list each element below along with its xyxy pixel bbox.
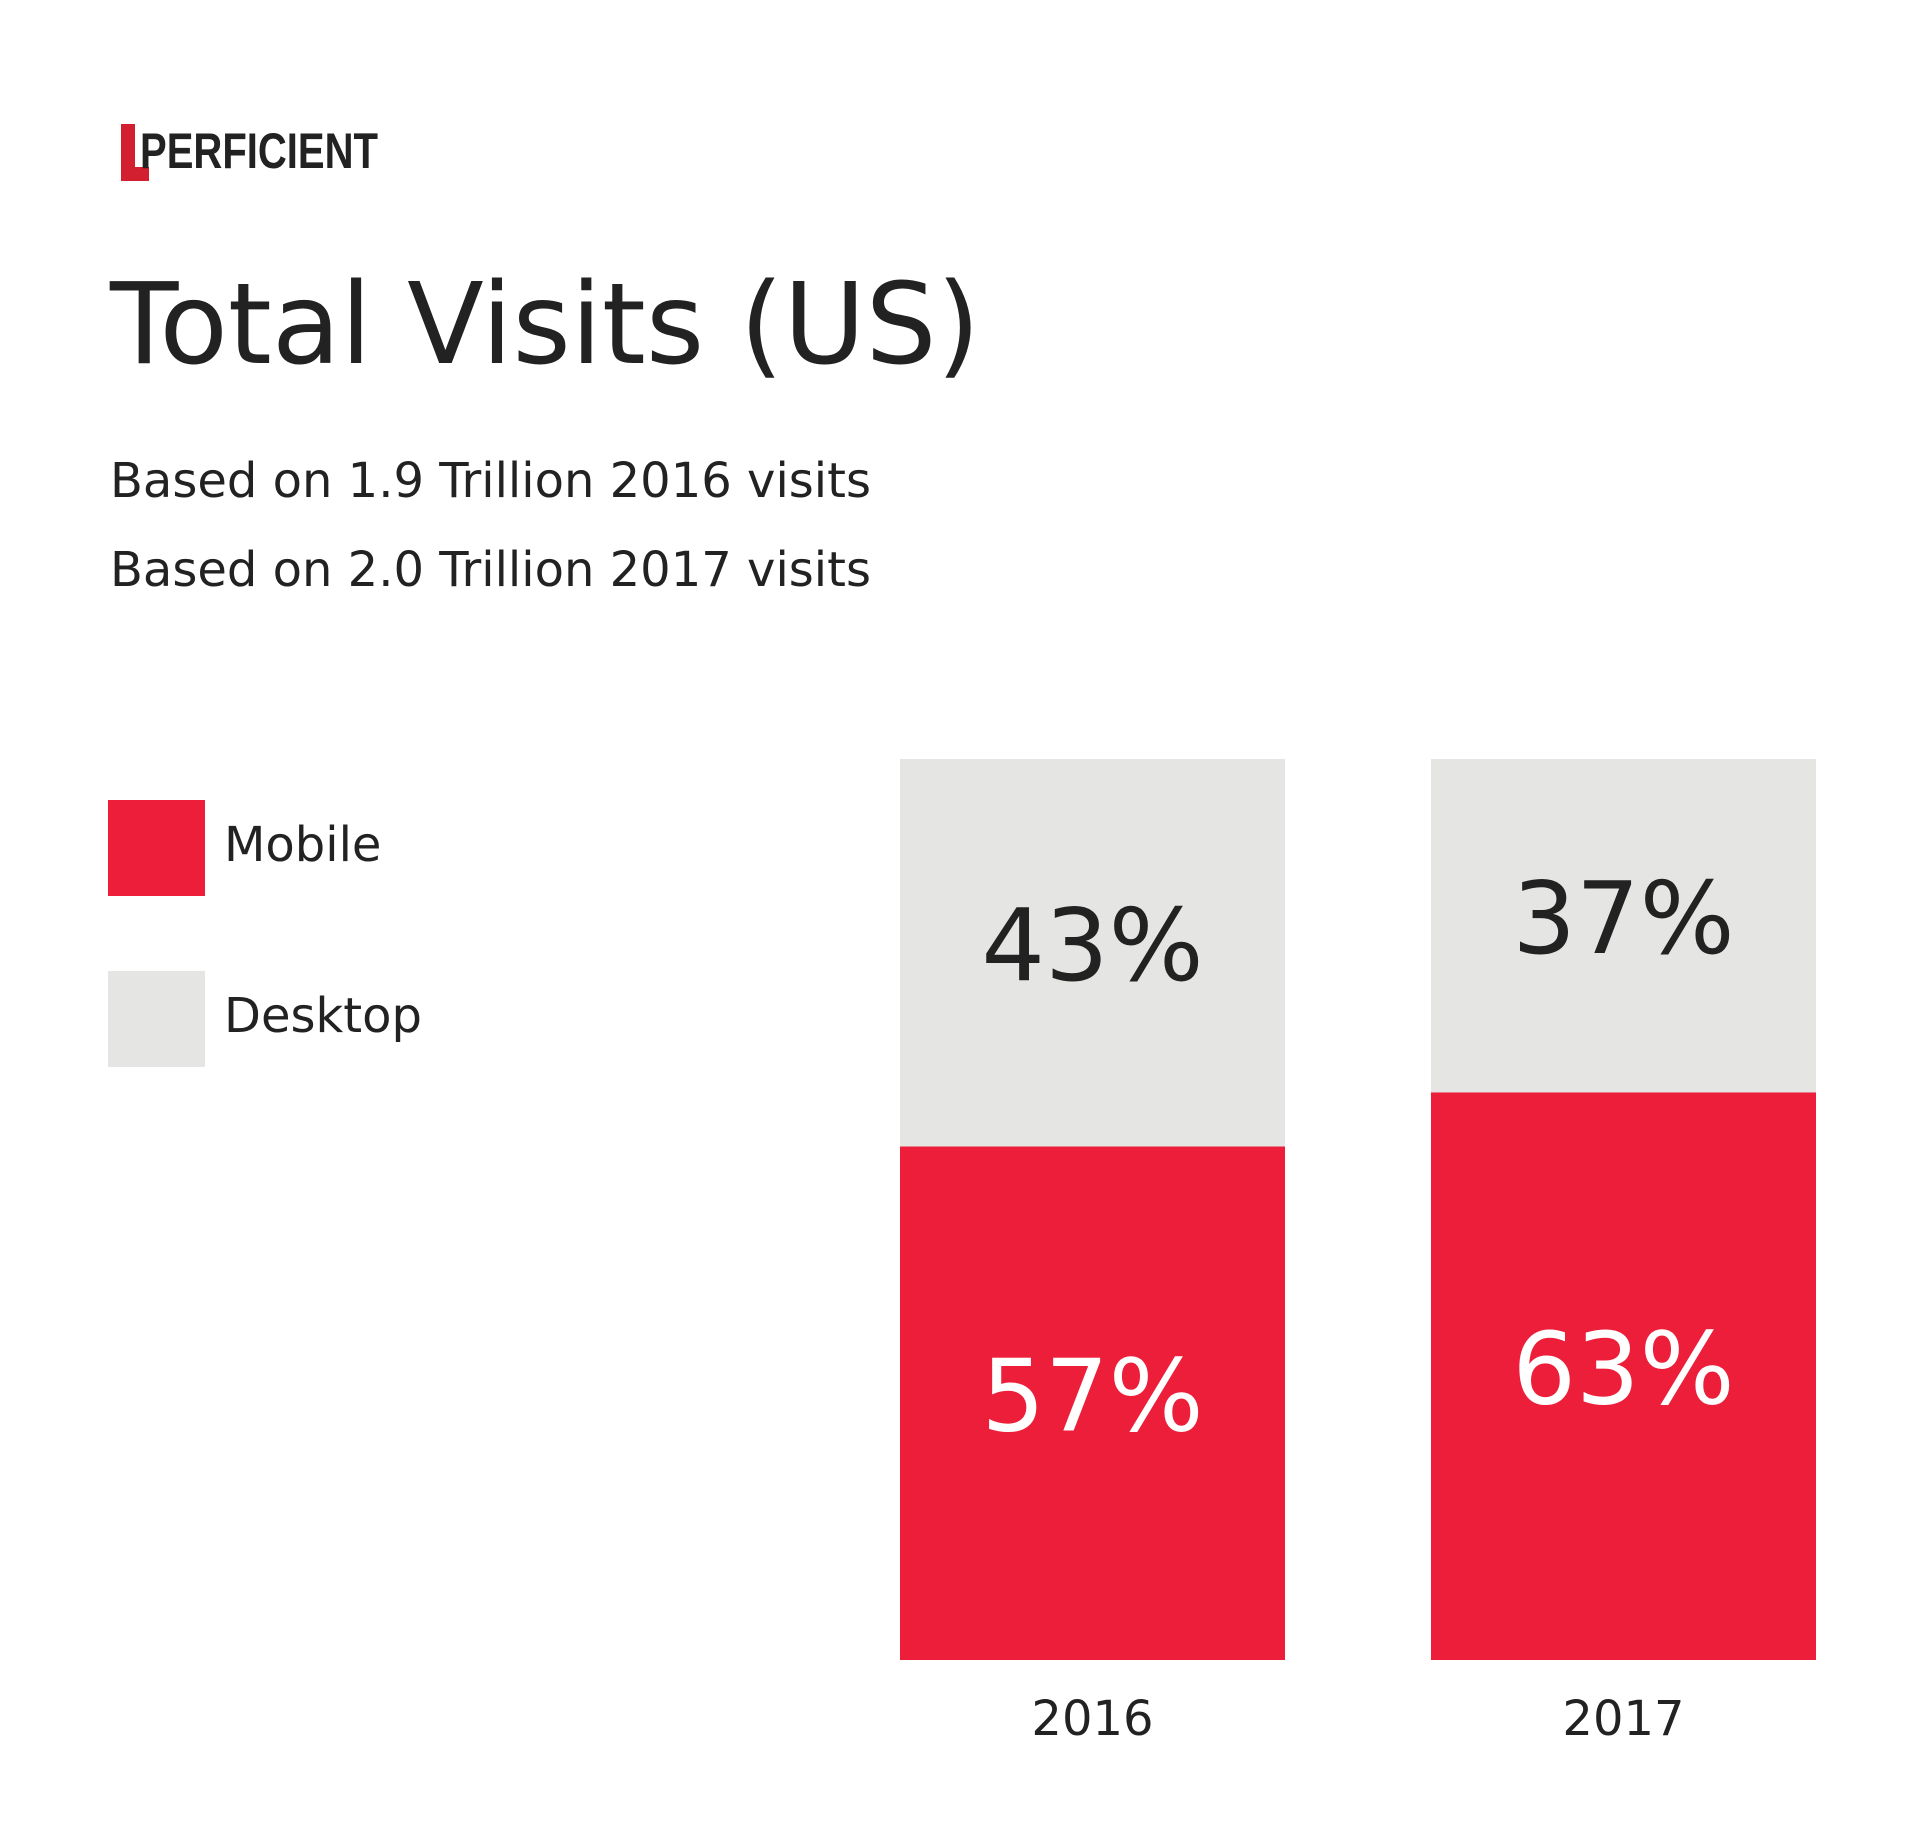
legend-label: Mobile [224, 817, 381, 873]
x-tick-label: 2017 [1562, 1691, 1684, 1747]
logo: PERFICIENT [140, 123, 378, 179]
legend-swatch [108, 971, 205, 1067]
chart-title: Total Visits (US) [109, 260, 980, 390]
subtitle: Based on 1.9 Trillion 2016 visits [110, 453, 871, 509]
bar-segment [900, 759, 1285, 1147]
logo-mark [121, 124, 135, 181]
bar-segment [900, 1146, 1285, 1660]
legend-label: Desktop [224, 988, 422, 1044]
subtitle: Based on 2.0 Trillion 2017 visits [110, 542, 871, 598]
x-tick-label: 2016 [1031, 1691, 1153, 1747]
value-label: 37% [1512, 860, 1734, 977]
legend-swatch [108, 800, 205, 896]
bar-segment [1431, 1092, 1816, 1660]
value-label: 63% [1512, 1311, 1734, 1428]
bar-segment [1431, 759, 1816, 1093]
value-label: 43% [981, 887, 1203, 1004]
value-label: 57% [981, 1338, 1203, 1455]
logo-mark [121, 167, 149, 181]
